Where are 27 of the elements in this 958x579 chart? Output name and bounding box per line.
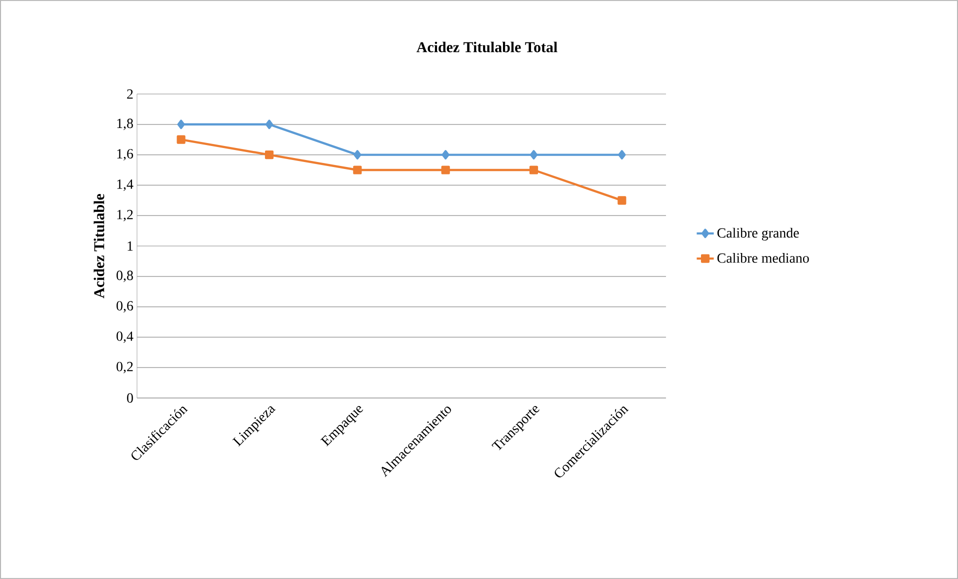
point [618, 150, 626, 160]
y-tick-label: 1,4 [117, 180, 134, 191]
y-tick-label: 0 [127, 393, 133, 403]
point [441, 166, 450, 174]
legend-label: Calibre grande [717, 228, 799, 241]
point [176, 135, 186, 144]
y-tick-label: 1,6 [117, 149, 134, 160]
point [530, 150, 538, 160]
legend-label: Calibre mediano [717, 252, 809, 263]
point [264, 150, 274, 160]
y-tick-label: 1,2 [117, 210, 133, 222]
chart-title: Acidez Titulable Total [416, 42, 558, 52]
y-tick-label: 0,8 [116, 270, 133, 282]
y-tick-label: 1 [128, 241, 133, 251]
point [177, 120, 185, 130]
point [618, 196, 626, 205]
y-tick-label: 0,4 [116, 331, 134, 343]
y-tick-label: 1,8 [117, 118, 133, 130]
y-tick-label: 0,2 [116, 362, 133, 374]
point [354, 150, 362, 160]
point [353, 166, 362, 174]
point [265, 120, 274, 130]
point [442, 150, 450, 160]
y-axis-title: Acidez Titulable [94, 194, 104, 298]
y-tick-label: 2 [127, 89, 133, 99]
y-tick-label: 0,6 [116, 301, 134, 313]
point [529, 166, 538, 174]
